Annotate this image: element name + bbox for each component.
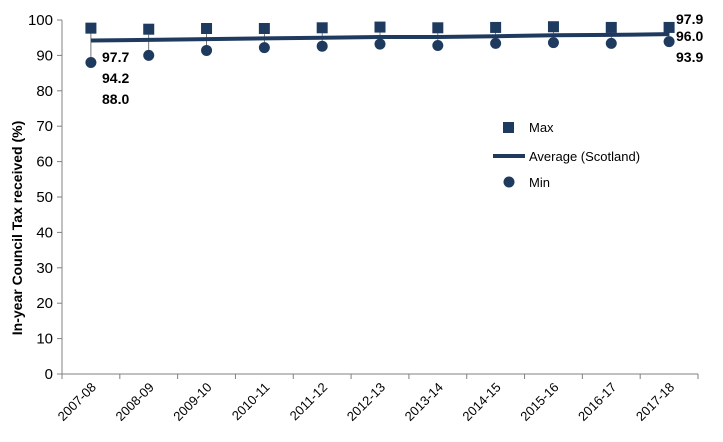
label-last-avg: 96.0 bbox=[676, 28, 703, 44]
min-point bbox=[490, 37, 502, 49]
max-point bbox=[201, 22, 213, 34]
x-tick-label: 2013-14 bbox=[402, 380, 446, 424]
max-point bbox=[85, 22, 97, 34]
legend-max-swatch bbox=[503, 122, 514, 133]
y-tick-label: 50 bbox=[36, 189, 53, 206]
label-first-min: 88.0 bbox=[102, 91, 129, 107]
min-point bbox=[547, 37, 559, 49]
x-tick-label: 2010-11 bbox=[229, 380, 273, 424]
min-point bbox=[258, 42, 270, 54]
max-series bbox=[85, 21, 675, 35]
x-tick-label: 2012-13 bbox=[344, 380, 388, 424]
x-tick-label: 2007-08 bbox=[55, 380, 99, 424]
x-tick-label: 2017-18 bbox=[633, 380, 677, 424]
x-tick-label: 2015-16 bbox=[517, 380, 561, 424]
label-first-max: 97.7 bbox=[102, 49, 129, 65]
y-tick-label: 40 bbox=[36, 224, 53, 241]
y-axis-title: In-year Council Tax received (%) bbox=[9, 121, 25, 335]
max-point bbox=[143, 23, 155, 35]
data-labels: 97.7 94.2 88.0 97.9 96.0 93.9 bbox=[102, 11, 703, 107]
min-point bbox=[201, 44, 213, 56]
max-point bbox=[605, 21, 617, 33]
average-line bbox=[90, 32, 670, 43]
max-point bbox=[663, 21, 675, 33]
min-point bbox=[316, 40, 328, 52]
x-tick-label: 2011-12 bbox=[287, 380, 331, 424]
label-first-avg: 94.2 bbox=[102, 70, 129, 86]
y-tick-label: 70 bbox=[36, 118, 53, 135]
y-tick-label: 90 bbox=[36, 47, 53, 64]
min-point bbox=[432, 39, 444, 51]
x-axis: 2007-08 2008-09 2009-10 2010-11 2011-12 2012-… bbox=[55, 373, 699, 424]
x-tick-label: 2016-17 bbox=[575, 380, 619, 424]
legend-min-label: Min bbox=[529, 175, 550, 190]
min-point bbox=[605, 37, 617, 49]
max-point bbox=[374, 21, 386, 33]
x-tick-label: 2014-15 bbox=[459, 380, 503, 424]
min-point bbox=[143, 49, 155, 61]
max-point bbox=[258, 22, 270, 34]
y-tick-label: 100 bbox=[28, 12, 53, 29]
x-tick-label: 2008-09 bbox=[112, 380, 156, 424]
max-point bbox=[547, 21, 559, 33]
max-point bbox=[490, 21, 502, 33]
legend-min-swatch bbox=[503, 176, 515, 188]
legend: Max Average (Scotland) Min bbox=[493, 120, 640, 190]
label-last-max: 97.9 bbox=[676, 11, 703, 27]
average-series bbox=[90, 32, 670, 43]
y-tick-label: 60 bbox=[36, 154, 53, 171]
y-tick-label: 20 bbox=[36, 295, 53, 312]
y-tick-label: 10 bbox=[36, 331, 53, 348]
x-tick-label: 2009-10 bbox=[170, 380, 214, 424]
max-point bbox=[432, 22, 444, 34]
y-axis: 0 10 20 30 40 50 60 70 80 90 100 bbox=[28, 12, 63, 383]
min-point bbox=[85, 56, 97, 68]
y-tick-label: 30 bbox=[36, 260, 53, 277]
label-last-min: 93.9 bbox=[676, 49, 703, 65]
y-tick-label: 80 bbox=[36, 83, 53, 100]
legend-max-label: Max bbox=[529, 120, 554, 135]
min-point bbox=[663, 36, 675, 48]
max-point bbox=[316, 22, 328, 34]
legend-average-label: Average (Scotland) bbox=[529, 149, 640, 164]
y-tick-label: 0 bbox=[45, 366, 53, 383]
min-series bbox=[85, 36, 675, 68]
min-point bbox=[374, 38, 386, 50]
